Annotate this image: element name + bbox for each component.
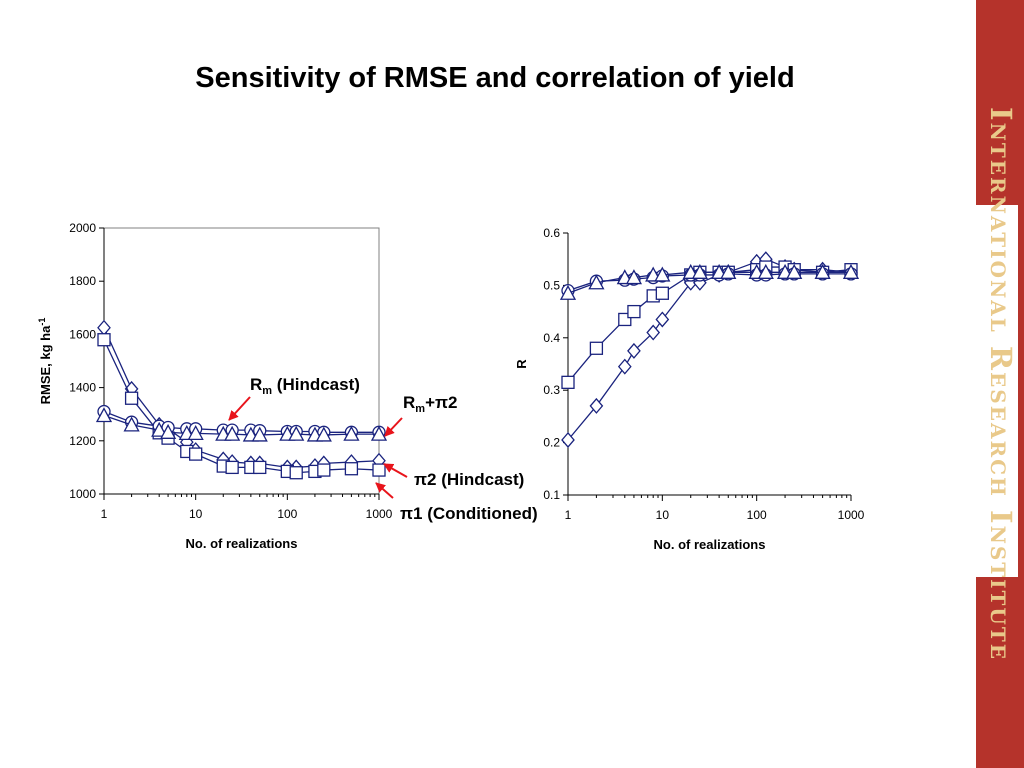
chart0-series-square-point [225, 460, 239, 475]
svg-text:Rm+π2: Rm+π2 [403, 393, 457, 415]
chart1-series-triangle-point [786, 263, 803, 279]
chart0-series-square-point [317, 463, 331, 477]
chart1-series-square-point [627, 304, 641, 319]
chart1-x-tick-label: 10 [656, 508, 670, 522]
chart1-x-tick-label: 1000 [838, 508, 865, 522]
chart1-series-diamond-point [646, 324, 661, 341]
chart0-y-tick-label: 1600 [69, 327, 96, 341]
chart0-series-triangle-point [123, 416, 140, 432]
chart0-series-triangle-point [370, 425, 388, 441]
chart1-series-square-line [567, 266, 852, 383]
chart0-series-triangle-point [151, 421, 168, 437]
chart1-series-diamond-point [655, 311, 670, 328]
chart0-plot-border [103, 227, 380, 495]
chart1-series-triangle-point [625, 269, 643, 285]
chart0-y-tick-label: 2000 [69, 221, 96, 235]
chart0-y-axis-label: RMSE, kg ha-1 [37, 318, 53, 405]
chart0-series-square-point [124, 391, 139, 405]
chart1-series-diamond-point [627, 342, 641, 359]
chart0-y-tick-label: 1800 [69, 274, 96, 288]
chart0-series-square-point [372, 463, 386, 477]
chart0-series-diamond-line [103, 327, 380, 469]
annotation-pi1-conditioned: π1 (Conditioned) [375, 482, 538, 523]
chart1-y-tick-label: 0.3 [543, 383, 560, 397]
annotation-rm-pi2-arrow [384, 417, 403, 437]
annotation-rm-hindcast-arrow [228, 396, 251, 421]
banner-edge [1018, 205, 1024, 577]
chart1-series-diamond-point [561, 431, 575, 448]
annotation-rm-pi2: Rm+π2 [384, 393, 457, 437]
chart1-series-circle-line [567, 273, 851, 292]
chart1-series-triangle-point [842, 263, 860, 279]
chart0-y-tick-label: 1200 [69, 434, 96, 448]
annotation-pi1-conditioned-label: π1 (Conditioned) [400, 504, 538, 523]
chart0-series-triangle-point [187, 424, 204, 441]
annotation-rm-hindcast-sub: m [262, 385, 272, 397]
annotation-pi2-hindcast-arrow [383, 463, 408, 478]
annotation-rm-hindcast: Rm (Hindcast) [228, 375, 360, 421]
svg-text:Rm (Hindcast): Rm (Hindcast) [250, 375, 360, 397]
annotation-rm-hindcast-r: R [250, 375, 262, 394]
chart1-series-diamond-point [617, 358, 632, 375]
annotation-rm-hindcast-rest: (Hindcast) [272, 375, 360, 394]
annotation-rm-pi2-r: R [403, 393, 415, 412]
chart0-x-axis-label: No. of realizations [186, 536, 298, 551]
chart0-series-triangle-point [95, 407, 113, 423]
chart0-x-tick-label: 1000 [366, 507, 393, 521]
chart0-series-triangle-point [159, 423, 177, 439]
chart1-series-triangle-point [654, 266, 671, 282]
slide-title: Sensitivity of RMSE and correlation of y… [195, 62, 795, 94]
chart1-y-tick-label: 0.5 [543, 278, 560, 292]
chart0-series-triangle-point [224, 425, 241, 441]
banner-gap [976, 205, 1024, 577]
chart1-series-triangle-point [814, 263, 831, 279]
chart0-series-square-point [189, 447, 203, 461]
annotation-rm-pi2-sub: m [415, 403, 425, 415]
chart0-x-tick-label: 1 [101, 507, 108, 521]
chart1-y-tick-label: 0.1 [543, 488, 560, 502]
chart0-series-square-point [344, 462, 359, 476]
chart1-series-triangle-point [691, 263, 708, 279]
chart1-series-triangle-point [720, 263, 737, 279]
chart1-x-axis-label: No. of realizations [654, 537, 766, 552]
chart0-series-triangle-point [251, 426, 268, 442]
chart0-series-triangle-point [288, 425, 305, 441]
chart0-series-square-point [253, 460, 267, 475]
chart1-series-triangle-point [588, 274, 605, 290]
chart1-series-triangle-line [567, 271, 851, 294]
chart1-y-tick-label: 0.4 [543, 331, 560, 345]
chart1-y-tick-label: 0.2 [543, 436, 560, 450]
chart1-series-diamond-point [589, 397, 604, 414]
chart1-series-square-point [655, 286, 669, 300]
chart1-series-triangle-point [559, 284, 577, 300]
chart1-y-tick-label: 0.6 [543, 226, 560, 240]
rmse-chart: 1000 1200 1400 1600 1800 2000 1 10 100 1000 No. of… [37, 221, 393, 551]
annotation-pi2-hindcast: π2 (Hindcast) [383, 463, 524, 489]
chart0-series-diamond-point [97, 319, 111, 336]
chart1-x-tick-label: 1 [565, 508, 572, 522]
chart0-series-square-point [97, 333, 111, 347]
chart1-series-square-point [589, 341, 604, 355]
chart0-series-square-point [289, 466, 303, 480]
annotation-rm-pi2-rest: +π2 [425, 393, 457, 412]
chart0-series-triangle-point [315, 426, 332, 442]
chart1-x-tick-label: 100 [747, 508, 767, 522]
chart0-y-tick-label: 1000 [69, 487, 96, 501]
chart0-series-triangle-point [343, 425, 360, 441]
correlation-chart: 0.1 0.2 0.3 0.4 0.5 0.6 1 10 100 1000 No. of reali… [514, 226, 865, 552]
chart1-series-diamond-line [567, 258, 852, 441]
annotation-pi2-hindcast-label: π2 (Hindcast) [414, 470, 524, 489]
annotation-pi1-conditioned-arrow [375, 482, 394, 499]
chart0-x-tick-label: 100 [277, 507, 297, 521]
chart1-series-triangle-point [757, 263, 774, 279]
chart0-x-tick-label: 10 [189, 507, 203, 521]
chart1-y-axis-label: R [514, 359, 529, 369]
chart1-series-square-point [561, 375, 575, 389]
chart0-y-tick-label: 1400 [69, 381, 96, 395]
